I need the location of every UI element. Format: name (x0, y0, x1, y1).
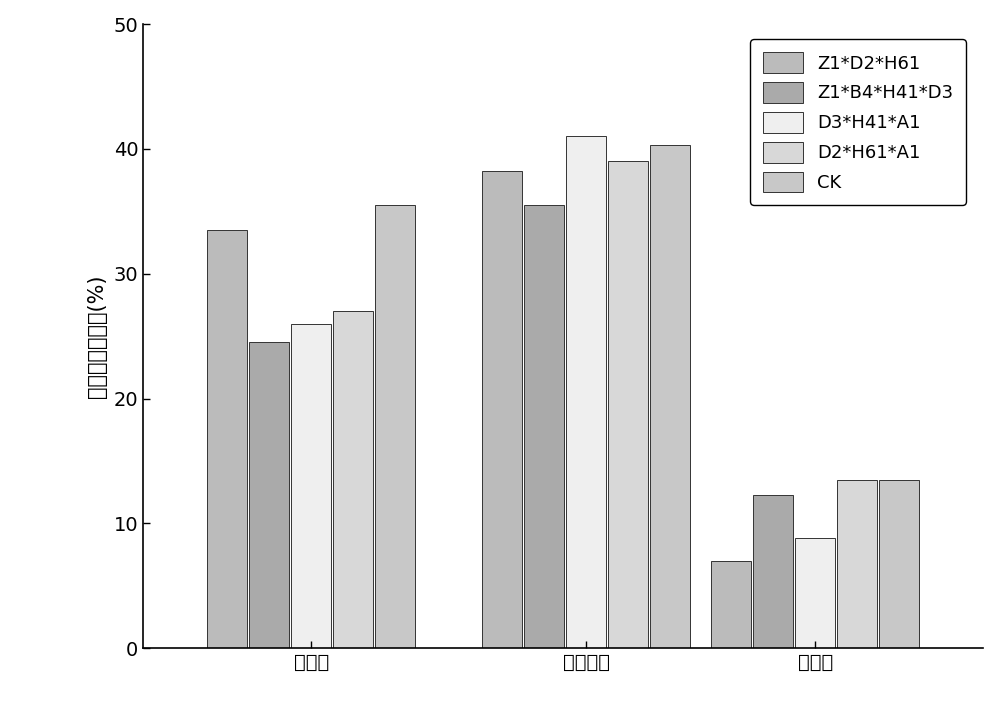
Bar (837, 480, 877, 648)
Bar (524, 205, 564, 648)
Bar (753, 494, 793, 648)
Bar (207, 230, 247, 648)
Bar (482, 171, 522, 648)
Legend: Z1*D2*H61, Z1*B4*H41*D3, D3*H41*A1, D2*H61*A1, CK: Z1*D2*H61, Z1*B4*H41*D3, D3*H41*A1, D2*H… (750, 39, 966, 205)
Bar (879, 480, 919, 648)
Bar (650, 145, 690, 648)
Bar (711, 561, 751, 648)
Bar (291, 324, 331, 648)
Bar (566, 136, 606, 648)
Bar (333, 311, 373, 648)
Bar (608, 162, 648, 648)
Bar (375, 205, 415, 648)
Bar (249, 342, 289, 648)
Bar (795, 539, 835, 648)
Y-axis label: 木质纤维素含量(%): 木质纤维素含量(%) (87, 275, 107, 398)
